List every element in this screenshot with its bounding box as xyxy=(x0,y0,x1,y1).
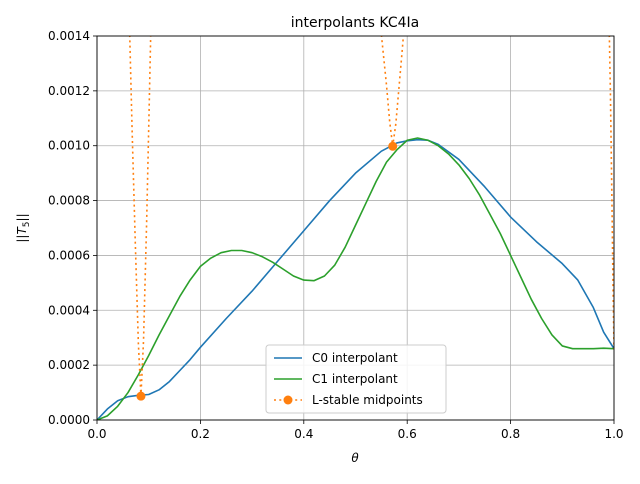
y-tick-label: 0.0008 xyxy=(48,194,90,208)
x-tick-label: 1.0 xyxy=(604,427,623,441)
y-axis-label-norm-right: || xyxy=(15,213,29,221)
y-tick-label: 0.0004 xyxy=(48,303,90,317)
legend-box xyxy=(265,344,447,414)
legend-entry-label: C1 interpolant xyxy=(312,372,398,386)
y-axis-label-subscript: 5 xyxy=(22,221,32,227)
data-point-marker xyxy=(136,391,146,401)
y-tick-label: 0.0002 xyxy=(48,358,90,372)
x-tick-label: 0.8 xyxy=(501,427,520,441)
y-tick-label: 0.0000 xyxy=(48,413,90,427)
x-tick-label: 0.2 xyxy=(191,427,210,441)
x-tick-label: 0.6 xyxy=(398,427,417,441)
legend: C0 interpolant C1 interpolant L-stable mid… xyxy=(265,344,447,414)
y-axis-label-symbol: T xyxy=(15,226,29,235)
legend-entry-label: C0 interpolant xyxy=(312,351,398,365)
y-tick-label: 0.0014 xyxy=(48,29,90,43)
axes-frame xyxy=(96,35,615,421)
y-tick-label: 0.0010 xyxy=(48,139,90,153)
chart-title: interpolants KC4Ia xyxy=(291,15,419,31)
y-axis-label: ||T5|| xyxy=(15,213,32,242)
x-tick-label: 0.4 xyxy=(294,427,313,441)
y-axis-label-norm-left: || xyxy=(15,235,29,243)
x-axis-label: θ xyxy=(351,451,359,465)
series-group xyxy=(97,36,614,420)
data-point-marker xyxy=(388,141,398,151)
series-line-c0-interpolant xyxy=(97,138,614,420)
x-tick-label: 0.0 xyxy=(87,427,106,441)
legend-entry-label: L-stable midpoints xyxy=(312,393,423,407)
legend-swatch-marker xyxy=(283,395,293,405)
y-tick-label: 0.0006 xyxy=(48,248,90,262)
series-line-c1-interpolant xyxy=(97,137,614,420)
series-line-l-stable-segment-3 xyxy=(608,36,614,349)
y-tick-label: 0.0012 xyxy=(48,84,90,98)
